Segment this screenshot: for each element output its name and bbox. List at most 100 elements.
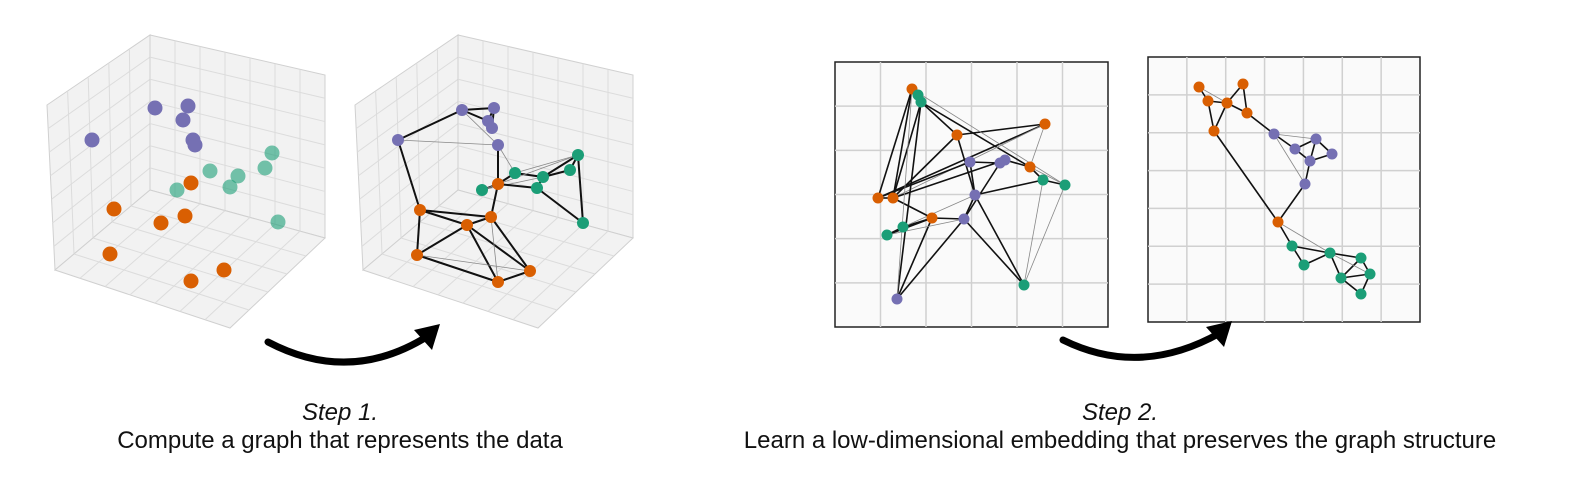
graph-edge bbox=[419, 209, 492, 218]
graph-edge bbox=[956, 123, 1046, 136]
data-point bbox=[264, 145, 280, 161]
data-point bbox=[958, 213, 970, 225]
graph-edge bbox=[920, 101, 1031, 168]
graph-edge bbox=[911, 88, 1066, 186]
graph-edge bbox=[1273, 133, 1306, 185]
grid-line bbox=[457, 56, 634, 99]
grid-line bbox=[457, 145, 634, 192]
data-point bbox=[537, 171, 549, 183]
data-point bbox=[169, 182, 185, 198]
graph-edge bbox=[974, 194, 1025, 286]
graph-edge bbox=[1277, 183, 1306, 223]
data-point bbox=[577, 217, 589, 229]
grid-line bbox=[356, 78, 459, 153]
data-point bbox=[102, 246, 118, 262]
graph-edge bbox=[892, 159, 1006, 199]
data-point bbox=[897, 221, 909, 233]
data-point bbox=[1324, 247, 1336, 259]
pane bbox=[361, 189, 634, 329]
graph-edge bbox=[416, 224, 468, 256]
grid-line bbox=[436, 48, 440, 207]
graph-edge bbox=[892, 101, 922, 199]
graph-edge bbox=[963, 162, 1001, 220]
data-point bbox=[183, 273, 199, 289]
data-point bbox=[1310, 133, 1322, 145]
data-point bbox=[1221, 97, 1233, 109]
grid-line bbox=[67, 90, 75, 255]
pane bbox=[53, 189, 326, 329]
data-point bbox=[872, 192, 884, 204]
data-point bbox=[1272, 216, 1284, 228]
data-point bbox=[564, 164, 576, 176]
grid-line bbox=[130, 205, 307, 257]
graph-edge bbox=[963, 218, 1025, 286]
graph-edge bbox=[416, 254, 531, 272]
data-point bbox=[492, 178, 504, 190]
step-label: Step 1. bbox=[302, 399, 378, 426]
data-point bbox=[84, 132, 100, 148]
data-point bbox=[1286, 240, 1298, 252]
data-point bbox=[509, 167, 521, 179]
graph-edge bbox=[416, 254, 499, 283]
grid-line bbox=[457, 78, 634, 123]
data-point bbox=[257, 160, 273, 176]
grid-line bbox=[87, 76, 94, 239]
pane bbox=[1147, 56, 1421, 323]
grid-line bbox=[129, 210, 226, 296]
grid-line bbox=[462, 217, 559, 304]
illustration bbox=[46, 34, 1421, 366]
grid-line bbox=[395, 76, 402, 239]
grid-line bbox=[48, 78, 151, 153]
data-point bbox=[1355, 252, 1367, 264]
graph-edge bbox=[481, 176, 544, 191]
graph-edge bbox=[514, 154, 579, 174]
graph-edge bbox=[419, 209, 468, 226]
graph-edge bbox=[886, 217, 933, 236]
data-point bbox=[486, 122, 498, 134]
grid-line bbox=[359, 123, 459, 200]
graph-edge bbox=[397, 109, 463, 141]
data-point bbox=[187, 137, 203, 153]
data-point bbox=[492, 276, 504, 288]
data-point bbox=[1193, 81, 1205, 93]
graph-edge bbox=[877, 123, 1046, 199]
data-point bbox=[476, 184, 488, 196]
grid-line bbox=[437, 210, 534, 296]
graph-edge bbox=[1273, 133, 1317, 140]
data-point bbox=[1299, 178, 1311, 190]
data-point bbox=[414, 204, 426, 216]
graph-edge bbox=[397, 139, 421, 211]
graph-edge bbox=[1246, 112, 1275, 135]
data-point bbox=[999, 154, 1011, 166]
grid-line bbox=[73, 253, 250, 311]
data-point bbox=[1364, 268, 1376, 280]
data-point bbox=[572, 149, 584, 161]
graph-edge bbox=[416, 209, 421, 256]
grid-line bbox=[51, 123, 151, 200]
graph-edge bbox=[1277, 221, 1331, 254]
data-point bbox=[1039, 118, 1051, 130]
data-point bbox=[270, 214, 286, 230]
data-point bbox=[915, 96, 927, 108]
data-point bbox=[1237, 78, 1249, 90]
grid-line bbox=[512, 230, 609, 321]
data-point bbox=[1355, 288, 1367, 300]
graph-edge bbox=[877, 161, 971, 199]
grid-line bbox=[360, 145, 459, 224]
grid-line bbox=[149, 167, 326, 216]
grid-line bbox=[149, 100, 326, 146]
data-point bbox=[951, 129, 963, 141]
grid-line bbox=[111, 221, 288, 275]
data-point bbox=[881, 229, 893, 241]
grid-line bbox=[52, 145, 151, 224]
graph-edge bbox=[466, 224, 499, 283]
graph-edge bbox=[490, 216, 499, 283]
graph-edge bbox=[896, 101, 922, 300]
graph-edge bbox=[1023, 179, 1044, 286]
data-point bbox=[1202, 95, 1214, 107]
data-point bbox=[1335, 272, 1347, 284]
grid-line bbox=[53, 167, 151, 247]
grid-line bbox=[416, 62, 421, 223]
graph-edge bbox=[466, 224, 531, 272]
grid-line bbox=[361, 167, 459, 247]
